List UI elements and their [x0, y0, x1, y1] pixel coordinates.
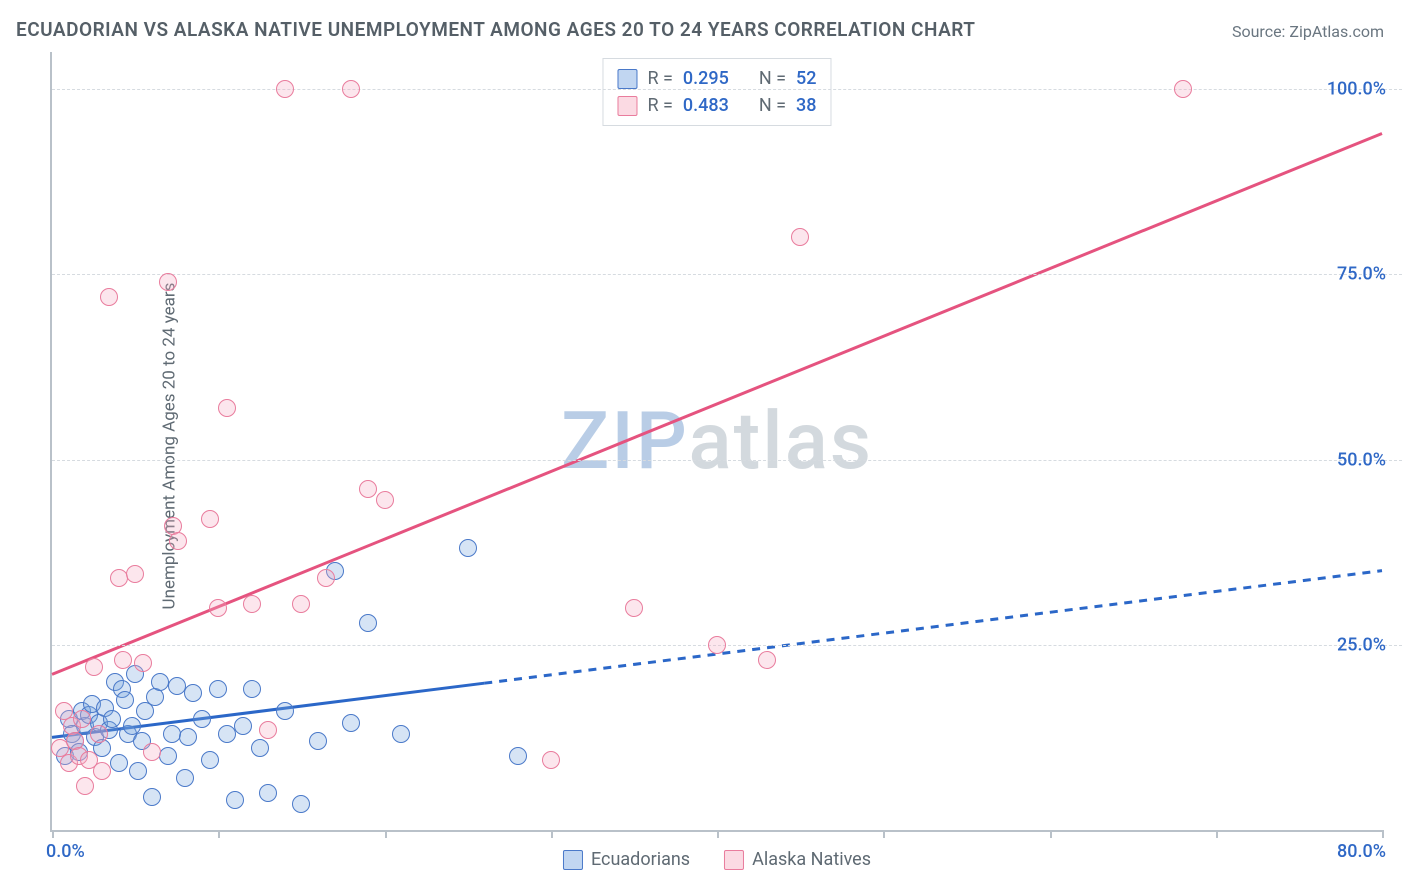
- stats-row-pink: R = 0.483 N = 38: [617, 92, 816, 119]
- stats-n-value: 52: [796, 65, 816, 92]
- chart-container: ECUADORIAN VS ALASKA NATIVE UNEMPLOYMENT…: [0, 0, 1406, 892]
- data-point: [201, 510, 219, 528]
- stats-row-blue: R = 0.295 N = 52: [617, 65, 816, 92]
- gridline: [52, 89, 1402, 90]
- data-point: [509, 747, 527, 765]
- stats-r-label: R =: [647, 92, 672, 119]
- data-point: [151, 673, 169, 691]
- data-point: [259, 721, 277, 739]
- swatch-blue: [617, 69, 637, 89]
- data-point: [163, 725, 181, 743]
- data-point: [342, 714, 360, 732]
- x-tick-label: 80.0%: [1337, 841, 1386, 862]
- data-point: [359, 480, 377, 498]
- stats-r-value: 0.295: [683, 65, 729, 92]
- legend-item-alaska-natives: Alaska Natives: [724, 849, 871, 870]
- data-point: [218, 725, 236, 743]
- stats-r-value: 0.483: [683, 92, 729, 119]
- data-point: [708, 636, 726, 654]
- x-tick: [1382, 830, 1384, 838]
- data-point: [459, 539, 477, 557]
- data-point: [259, 784, 277, 802]
- data-point: [542, 751, 560, 769]
- data-point: [218, 399, 236, 417]
- data-point: [76, 777, 94, 795]
- data-point: [243, 595, 261, 613]
- data-point: [110, 569, 128, 587]
- swatch-pink: [724, 850, 744, 870]
- stats-n-value: 38: [796, 92, 816, 119]
- data-point: [114, 651, 132, 669]
- legend-item-ecuadorians: Ecuadorians: [563, 849, 690, 870]
- data-point: [176, 769, 194, 787]
- data-point: [758, 651, 776, 669]
- data-point: [243, 680, 261, 698]
- stats-n-label: N =: [759, 92, 786, 119]
- x-tick: [385, 830, 387, 838]
- x-tick: [1050, 830, 1052, 838]
- data-point: [143, 788, 161, 806]
- x-tick: [551, 830, 553, 838]
- y-tick-label: 50.0%: [1337, 449, 1386, 470]
- trend-line: [52, 134, 1382, 675]
- data-point: [143, 743, 161, 761]
- plot-area: ZIPatlas R = 0.295 N = 52 R = 0.483 N = …: [50, 52, 1382, 832]
- source-prefix: Source:: [1232, 22, 1289, 41]
- data-point: [376, 491, 394, 509]
- data-point: [201, 751, 219, 769]
- trend-line: [484, 571, 1382, 684]
- data-point: [100, 288, 118, 306]
- stats-r-label: R =: [647, 65, 672, 92]
- data-point: [209, 599, 227, 617]
- y-tick-label: 75.0%: [1337, 264, 1386, 285]
- data-point: [90, 725, 108, 743]
- data-point: [159, 273, 177, 291]
- data-point: [359, 614, 377, 632]
- swatch-pink: [617, 96, 637, 116]
- chart-title: ECUADORIAN VS ALASKA NATIVE UNEMPLOYMENT…: [16, 18, 975, 41]
- data-point: [625, 599, 643, 617]
- stats-legend: R = 0.295 N = 52 R = 0.483 N = 38: [602, 58, 831, 126]
- gridline: [52, 460, 1402, 461]
- gridline: [52, 645, 1402, 646]
- trend-lines: [52, 52, 1382, 830]
- data-point: [193, 710, 211, 728]
- data-point: [73, 710, 91, 728]
- x-tick: [218, 830, 220, 838]
- stats-n-label: N =: [759, 65, 786, 92]
- chart-source: Source: ZipAtlas.com: [1232, 22, 1384, 41]
- data-point: [276, 80, 294, 98]
- x-tick: [883, 830, 885, 838]
- gridline: [52, 274, 1402, 275]
- data-point: [110, 754, 128, 772]
- x-tick: [1216, 830, 1218, 838]
- data-point: [85, 658, 103, 676]
- x-tick: [52, 830, 54, 838]
- data-point: [93, 762, 111, 780]
- x-tick-label: 0.0%: [46, 841, 85, 862]
- series-legend: Ecuadorians Alaska Natives: [563, 849, 871, 870]
- data-point: [1174, 80, 1192, 98]
- x-tick: [717, 830, 719, 838]
- data-point: [392, 725, 410, 743]
- data-point: [103, 710, 121, 728]
- y-tick-label: 25.0%: [1337, 634, 1386, 655]
- swatch-blue: [563, 850, 583, 870]
- legend-label: Alaska Natives: [752, 849, 871, 870]
- y-tick-label: 100.0%: [1327, 79, 1386, 100]
- data-point: [309, 732, 327, 750]
- data-point: [168, 677, 186, 695]
- source-name: ZipAtlas.com: [1289, 22, 1384, 41]
- legend-label: Ecuadorians: [591, 849, 690, 870]
